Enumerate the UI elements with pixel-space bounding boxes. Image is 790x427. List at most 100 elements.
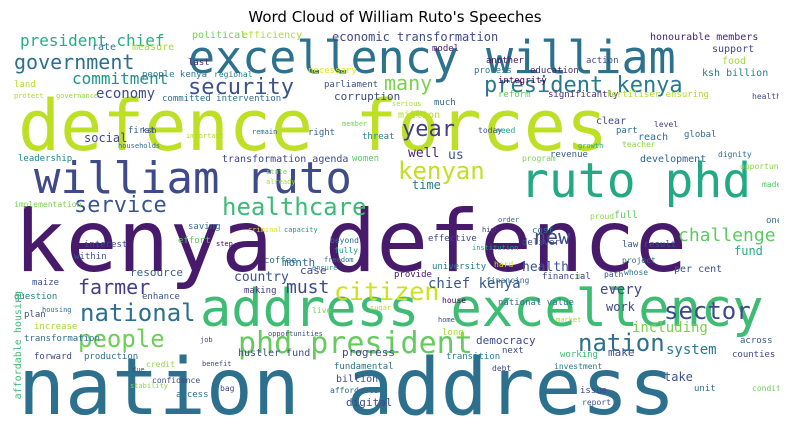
- word: year: [402, 117, 455, 142]
- word: institution: [472, 244, 519, 252]
- word: parliament: [324, 80, 379, 90]
- word: access: [176, 390, 209, 400]
- word: democracy: [476, 334, 536, 347]
- word: food: [722, 56, 747, 67]
- word: full: [614, 210, 639, 221]
- word: hustler fund: [238, 348, 311, 359]
- word: level: [654, 120, 679, 129]
- word: nation address: [18, 343, 676, 417]
- word: sector: [664, 297, 751, 325]
- word: step: [216, 240, 233, 248]
- word: committed intervention: [162, 94, 282, 104]
- word: fully: [334, 246, 359, 255]
- word: affordable housing: [13, 291, 24, 400]
- word: state: [266, 168, 288, 176]
- word: challenge: [678, 225, 776, 246]
- word: proud: [590, 212, 615, 221]
- word: every: [600, 282, 643, 298]
- word: beyond: [330, 236, 359, 245]
- word: need: [496, 126, 516, 135]
- word: dignity: [718, 150, 752, 159]
- word: case: [300, 264, 327, 277]
- word: investment: [554, 362, 603, 371]
- word: growth: [578, 142, 604, 150]
- word: path: [604, 270, 624, 279]
- word: project: [622, 256, 656, 265]
- word: healthcare service: [752, 92, 779, 101]
- word: significantly: [548, 90, 619, 100]
- word: hard: [494, 260, 514, 269]
- word: take: [664, 370, 693, 384]
- word: already: [266, 178, 296, 186]
- word: progress: [342, 346, 395, 359]
- word: development: [640, 154, 707, 165]
- word: digital: [346, 396, 393, 409]
- word: president kenya: [484, 73, 683, 98]
- word: effort: [178, 236, 211, 246]
- word: necessary: [308, 66, 357, 76]
- word: security: [188, 75, 294, 100]
- word: economy: [96, 86, 156, 102]
- word: must: [286, 277, 330, 298]
- word: made: [762, 180, 779, 189]
- word: million: [398, 110, 441, 121]
- word: transformation: [24, 334, 100, 344]
- word: across: [740, 336, 773, 346]
- word: market: [556, 316, 582, 324]
- word: national: [80, 299, 196, 327]
- word: working: [560, 350, 598, 360]
- word: ensure: [312, 264, 338, 272]
- word: opportunities: [740, 162, 779, 171]
- word: ksh billion: [702, 68, 769, 79]
- word: financial: [542, 272, 591, 282]
- word: nation: [578, 329, 665, 357]
- word: health: [522, 260, 569, 275]
- word: process: [474, 66, 512, 76]
- word: cost: [532, 226, 554, 236]
- word: criminal: [248, 226, 282, 234]
- word: today: [478, 126, 503, 135]
- word: phd president: [238, 326, 473, 361]
- word: new: [534, 225, 571, 249]
- word: economic transformation: [332, 31, 499, 44]
- word: saving: [188, 222, 221, 232]
- word: president chief: [20, 31, 165, 50]
- word: enhance: [142, 292, 180, 302]
- word: system: [666, 342, 717, 358]
- word: first: [128, 126, 156, 136]
- word: benefit: [202, 360, 232, 368]
- word: measure: [132, 42, 175, 53]
- word: whose: [624, 268, 649, 277]
- word: land: [14, 80, 36, 90]
- word: many: [384, 71, 433, 95]
- word: action: [586, 56, 619, 66]
- word: efficiency: [242, 31, 303, 41]
- word: address excellency: [200, 279, 764, 339]
- word: rate: [92, 42, 117, 53]
- word: excellency william: [188, 31, 676, 84]
- word: freedom: [324, 256, 354, 264]
- word: remain: [252, 128, 278, 136]
- word: last: [188, 58, 210, 68]
- word: issue: [580, 386, 608, 396]
- word: increase: [34, 322, 78, 332]
- word: clear: [596, 116, 627, 127]
- word: stability: [130, 382, 168, 390]
- word: maize: [32, 278, 60, 288]
- word: sugar: [370, 304, 392, 312]
- word: reform: [498, 90, 531, 100]
- word: time: [412, 178, 441, 192]
- word: counties: [732, 350, 776, 360]
- word: mr: [576, 272, 585, 280]
- word: farmer: [78, 275, 151, 299]
- word: transition: [446, 352, 501, 362]
- word: teacher: [622, 140, 656, 149]
- word: country: [234, 270, 289, 285]
- word: question: [14, 292, 58, 302]
- word: education: [530, 66, 579, 76]
- word: global: [684, 130, 717, 140]
- word: people kenya: [142, 70, 208, 80]
- word: make: [608, 346, 635, 359]
- word: due: [132, 366, 145, 374]
- word: model: [432, 44, 460, 54]
